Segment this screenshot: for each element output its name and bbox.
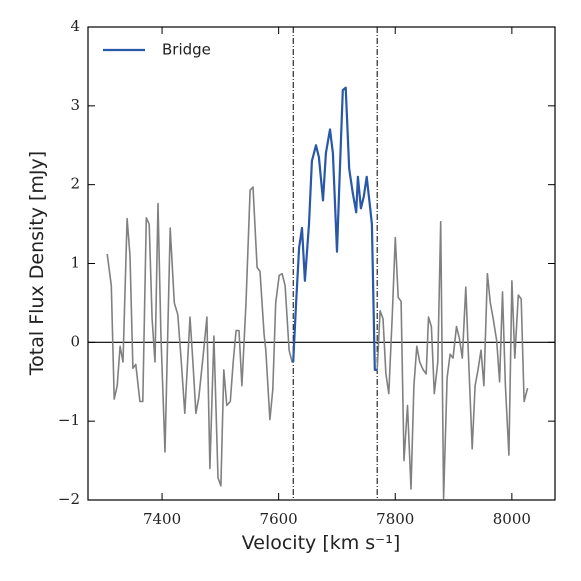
x-tick-label: 7800 <box>376 510 414 528</box>
x-tick-label: 7400 <box>143 510 181 528</box>
y-tick-label: −1 <box>58 411 80 429</box>
data-line <box>292 86 378 371</box>
x-tick-label: 7600 <box>260 510 298 528</box>
x-axis-label: Velocity [km s⁻¹] <box>242 532 401 554</box>
y-tick-label: −2 <box>58 490 80 508</box>
y-tick-label: 0 <box>70 332 80 350</box>
y-tick-label: 1 <box>70 254 80 272</box>
y-tick-label: 2 <box>70 175 80 193</box>
x-tick-label: 8000 <box>493 510 531 528</box>
y-tick-label: 4 <box>70 17 80 35</box>
y-axis-label: Total Flux Density [mJy] <box>26 151 48 376</box>
legend-label: Bridge <box>162 41 211 59</box>
y-tick-label: 3 <box>70 96 80 114</box>
plot-frame <box>87 26 556 501</box>
